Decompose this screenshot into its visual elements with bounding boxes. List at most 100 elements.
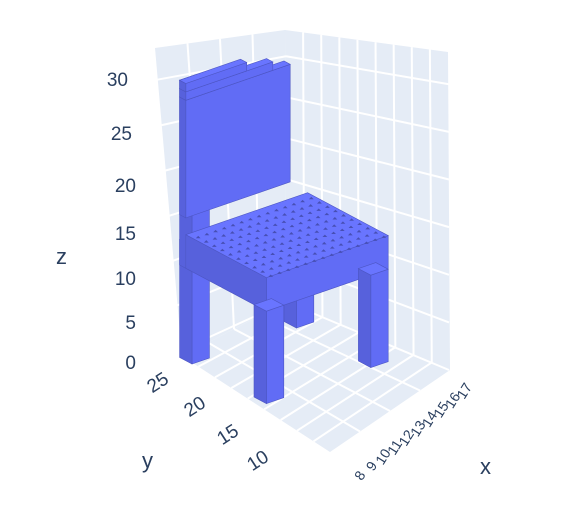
voxel-texture	[296, 243, 302, 247]
x-tick-label: 15	[430, 399, 452, 421]
voxel-texture	[341, 214, 346, 217]
voxel-texture	[281, 220, 287, 223]
x-axis-title: x	[480, 454, 491, 479]
z-tick-label: 25	[111, 124, 132, 145]
voxel-texture	[274, 208, 279, 212]
voxel-texture	[286, 261, 292, 264]
voxel-texture	[346, 247, 352, 250]
voxel-texture	[320, 256, 326, 259]
voxel-texture	[246, 239, 251, 243]
voxel-texture	[305, 233, 311, 236]
voxel-texture	[229, 231, 235, 234]
voxel-texture	[256, 222, 261, 225]
voxel-texture	[255, 229, 261, 232]
voxel-texture	[300, 199, 306, 203]
voxel-texture	[230, 223, 236, 227]
voxel-texture	[248, 217, 253, 221]
z-tick-label: 5	[125, 313, 136, 334]
voxel-texture	[381, 235, 387, 238]
voxel-texture	[265, 211, 271, 215]
x-tick-label: 12	[395, 427, 417, 449]
voxel-texture	[219, 248, 225, 252]
voxel-texture	[329, 246, 335, 249]
x-tick-label: 10	[372, 446, 394, 468]
voxel-texture	[228, 245, 234, 249]
voxel-texture	[340, 221, 346, 224]
voxel-texture	[264, 219, 270, 222]
y-axis-title: y	[142, 448, 153, 473]
voxel-texture	[295, 258, 300, 261]
voxel-texture	[244, 254, 250, 257]
voxel-texture	[364, 234, 370, 237]
voxel-texture	[330, 238, 336, 242]
voxel-texture	[260, 262, 266, 266]
voxel-texture	[287, 253, 292, 257]
leg-front-right-front	[370, 268, 389, 369]
voxel-texture	[280, 227, 286, 231]
voxel-texture	[314, 230, 320, 233]
voxel-texture	[195, 235, 201, 239]
voxel-texture	[203, 240, 209, 243]
voxel-texture	[303, 255, 309, 258]
x-tick-label: 13	[407, 417, 429, 439]
voxel-texture	[270, 245, 276, 248]
leg-front-right-side	[358, 268, 372, 369]
x-tick-label: 14	[418, 408, 440, 430]
grid-line	[410, 47, 415, 355]
voxel-texture	[313, 237, 319, 241]
voxel-texture	[364, 241, 369, 244]
voxel-texture	[272, 230, 277, 234]
voxel-texture	[236, 257, 241, 260]
voxel-texture	[220, 241, 226, 244]
voxel-texture	[290, 217, 296, 220]
x-tick-label: 17	[453, 380, 475, 402]
voxel-texture	[324, 212, 330, 216]
voxel-texture	[211, 244, 217, 247]
voxel-texture	[297, 229, 303, 232]
grid-line	[285, 55, 450, 86]
voxel-texture	[308, 204, 314, 207]
z-tick-label: 20	[115, 176, 136, 197]
voxel-texture	[254, 244, 259, 247]
voxel-texture	[221, 234, 227, 237]
voxel-texture	[316, 201, 322, 204]
voxel-texture	[253, 251, 259, 254]
voxel-texture	[252, 258, 258, 262]
voxel-texture	[254, 236, 260, 240]
voxel-texture	[339, 235, 345, 239]
z-tick-label: 30	[107, 70, 128, 91]
voxel-texture	[298, 221, 304, 225]
voxel-texture	[295, 250, 301, 254]
voxel-texture	[311, 259, 317, 262]
voxel-texture	[264, 226, 269, 229]
voxel-texture	[212, 237, 218, 240]
voxel-texture	[323, 227, 328, 230]
voxel-texture	[331, 231, 336, 235]
voxel-texture	[272, 223, 278, 226]
y-tick-label: 15	[214, 421, 243, 450]
voxel-texture	[260, 270, 266, 273]
voxel-texture	[213, 229, 219, 233]
voxel-texture	[237, 242, 243, 246]
voxel-texture	[365, 226, 371, 230]
voxel-texture	[312, 252, 318, 255]
voxel-texture	[338, 243, 344, 246]
chair-voxels[interactable]	[178, 58, 389, 405]
grid-line	[285, 96, 450, 133]
backrest-side	[179, 96, 187, 219]
voxel-texture	[303, 262, 308, 265]
leg-front-left-top	[253, 298, 285, 312]
grid-line	[285, 178, 450, 229]
voxel-texture	[355, 244, 361, 247]
voxel-texture	[294, 265, 300, 268]
voxel-texture	[316, 208, 322, 211]
voxel-texture	[229, 238, 235, 241]
y-tick-label: 25	[144, 369, 173, 398]
x-tick-label: 8	[351, 468, 369, 483]
voxel-texture	[313, 244, 318, 248]
voxel-texture	[262, 248, 268, 251]
voxel-texture	[308, 196, 314, 200]
voxel-texture	[282, 213, 287, 216]
voxel-texture	[238, 228, 244, 231]
